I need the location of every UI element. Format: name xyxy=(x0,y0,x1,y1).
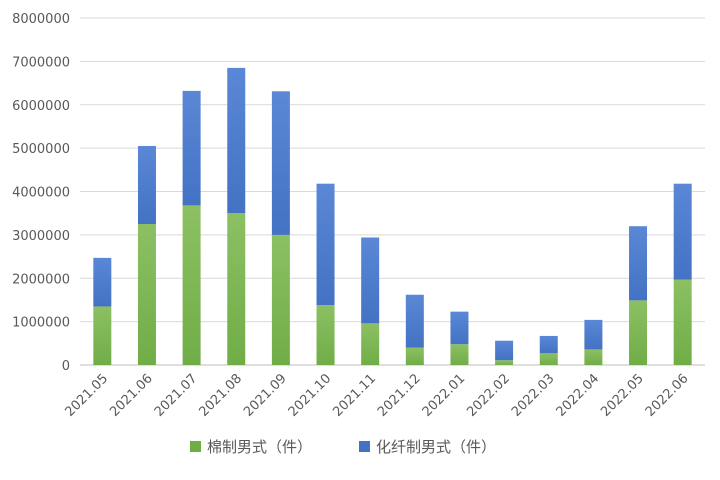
y-tick-label: 8000000 xyxy=(12,12,70,27)
bar-segment-cotton-2021-07 xyxy=(182,205,201,365)
bar-segment-cotton-2021-05 xyxy=(93,306,112,365)
bar-segment-synthetic-2021-06 xyxy=(137,145,156,225)
bar-segment-synthetic-2022-01 xyxy=(450,311,469,345)
bar-segment-cotton-2022-01 xyxy=(450,344,469,365)
bar-segment-synthetic-2021-12 xyxy=(405,294,424,348)
bar-segment-cotton-2022-03 xyxy=(539,353,558,365)
y-tick-label: 4000000 xyxy=(12,186,70,201)
bar-segment-synthetic-2021-11 xyxy=(361,237,380,324)
bar-segment-synthetic-2022-04 xyxy=(584,319,603,350)
bar-segment-synthetic-2021-09 xyxy=(271,91,290,235)
bar-segment-synthetic-2021-10 xyxy=(316,183,335,306)
bar-segment-synthetic-2022-05 xyxy=(629,226,648,301)
legend-label-cotton: 棉制男式（件） xyxy=(207,438,312,456)
legend-swatch-cotton xyxy=(190,441,201,452)
legend: 棉制男式（件） 化纤制男式（件） xyxy=(190,438,496,456)
bar-segment-synthetic-2022-03 xyxy=(539,335,558,354)
y-tick-label: 7000000 xyxy=(12,55,70,70)
bar-segment-synthetic-2021-07 xyxy=(182,90,201,206)
y-axis-ticks: 0 1000000 2000000 3000000 4000000 5000000 6000… xyxy=(12,12,70,374)
bar-segment-cotton-2022-02 xyxy=(495,360,514,365)
bar-segment-cotton-2021-09 xyxy=(271,234,290,365)
bar-segment-cotton-2021-10 xyxy=(316,305,335,365)
y-tick-label: 2000000 xyxy=(12,272,70,287)
y-tick-label: 5000000 xyxy=(12,142,70,157)
bar-segment-cotton-2021-06 xyxy=(137,224,156,365)
y-tick-label: 1000000 xyxy=(12,316,70,331)
bar-segment-synthetic-2021-08 xyxy=(227,67,246,214)
bar-segment-synthetic-2022-06 xyxy=(673,183,692,280)
legend-label-synthetic: 化纤制男式（件） xyxy=(376,438,496,456)
bar-segment-cotton-2021-08 xyxy=(227,213,246,365)
bar-segment-cotton-2021-12 xyxy=(405,347,424,365)
y-tick-label: 3000000 xyxy=(12,229,70,244)
bar-segment-synthetic-2021-05 xyxy=(93,257,112,307)
y-tick-label: 6000000 xyxy=(12,99,70,114)
bars xyxy=(93,67,692,365)
bar-segment-cotton-2021-11 xyxy=(361,323,380,365)
bar-segment-cotton-2022-06 xyxy=(673,279,692,365)
legend-swatch-synthetic xyxy=(359,441,370,452)
y-tick-label: 0 xyxy=(62,359,70,374)
bar-segment-synthetic-2022-02 xyxy=(495,340,514,361)
bar-segment-cotton-2022-04 xyxy=(584,349,603,365)
bar-segment-cotton-2022-05 xyxy=(629,300,648,365)
